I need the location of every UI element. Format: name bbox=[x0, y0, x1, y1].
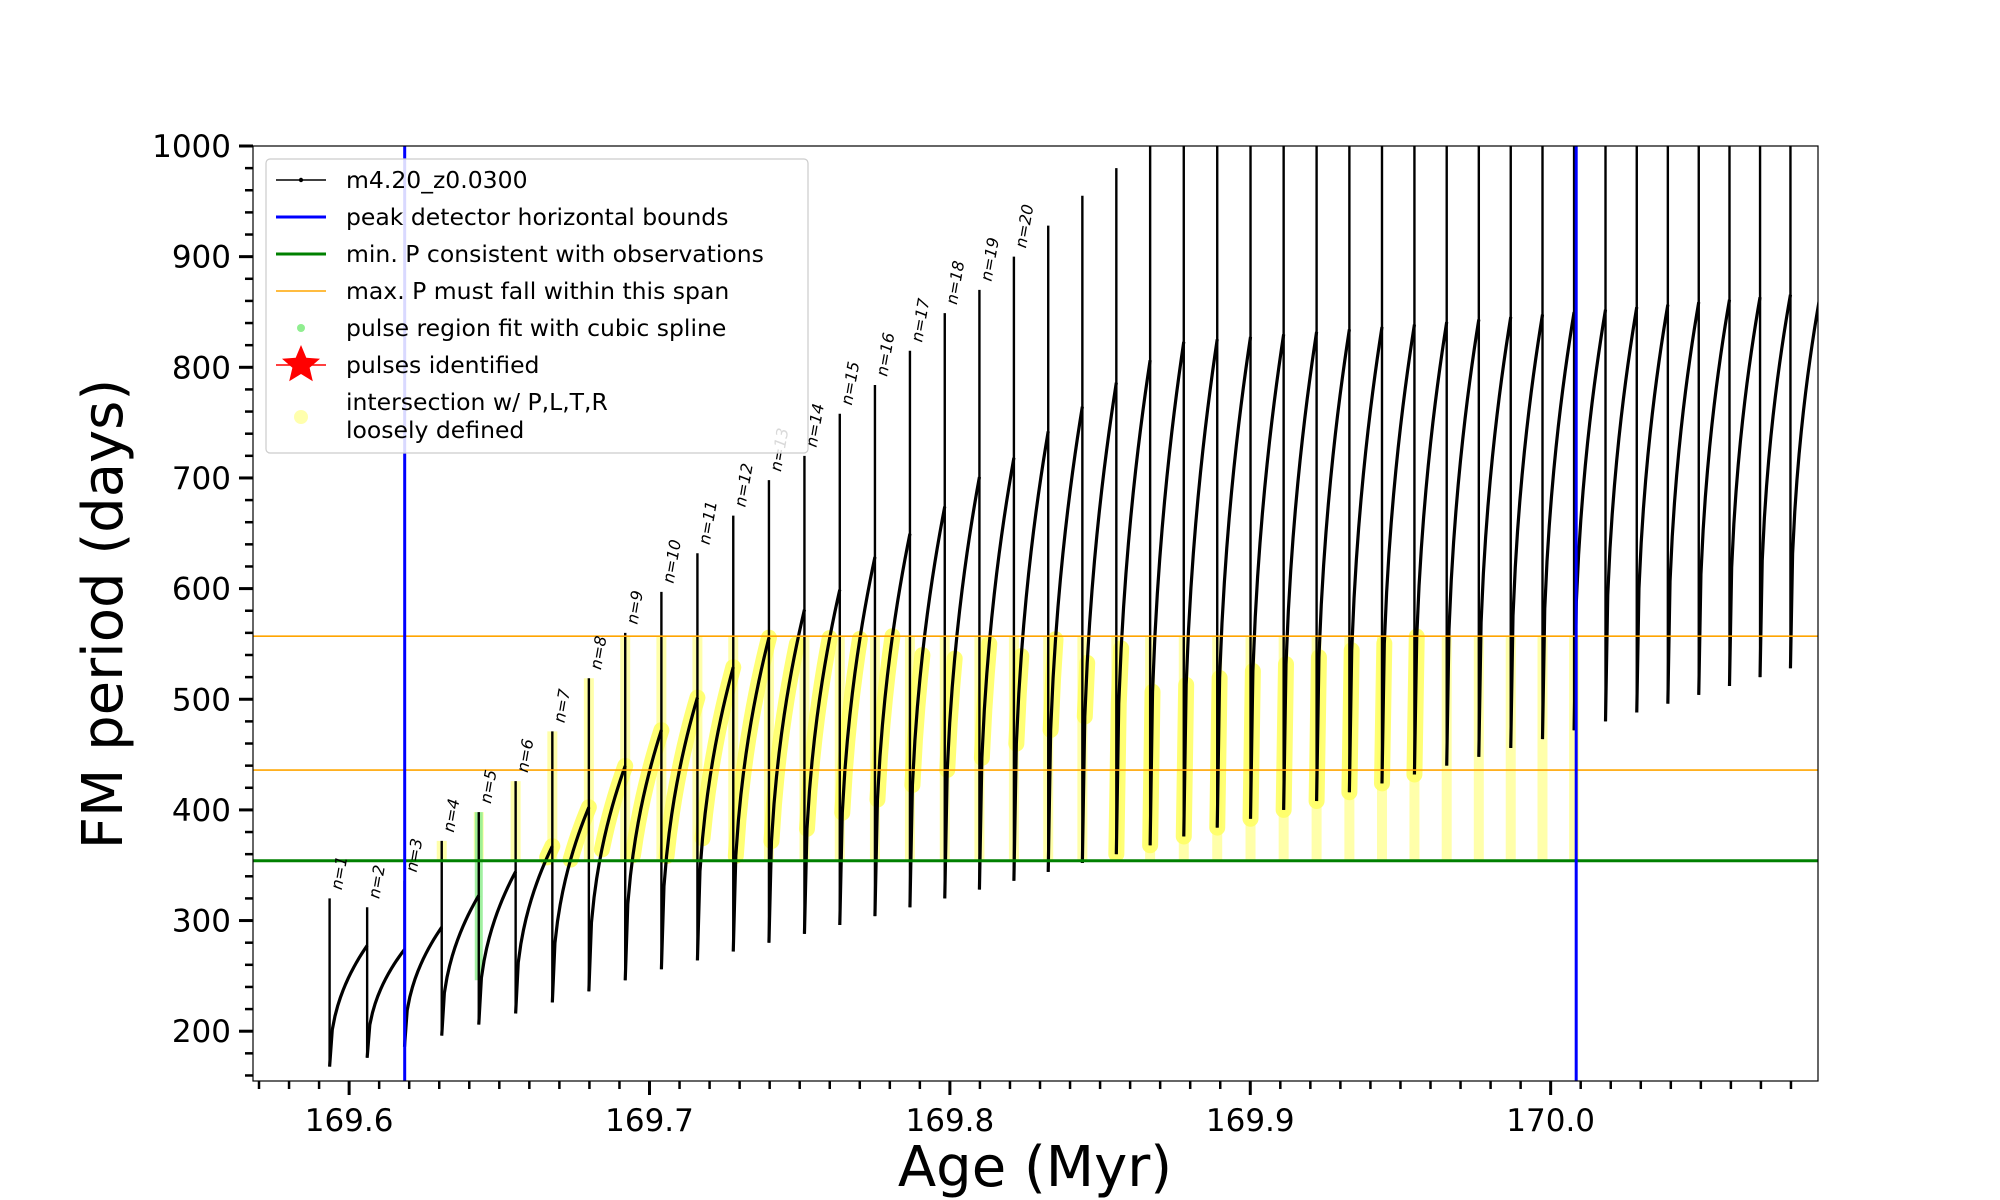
pulse-recovery-20 bbox=[1012, 431, 1050, 881]
plot-frame bbox=[252, 145, 1819, 1082]
pulse-recovery-14 bbox=[802, 589, 842, 934]
y-tick-label: 1000 bbox=[152, 129, 231, 165]
y-axis-title: FM period (days) bbox=[71, 379, 136, 849]
pulse-recovery-41 bbox=[1697, 299, 1732, 695]
pulse-recovery-37 bbox=[1572, 309, 1608, 731]
legend-entry-pulses: pulses identified bbox=[276, 345, 539, 382]
pulse-series-layer bbox=[328, 146, 1818, 1067]
x-tick-label: 169.6 bbox=[305, 1103, 394, 1139]
pulse-recovery-26 bbox=[1215, 336, 1253, 828]
legend-dot-icon bbox=[294, 410, 308, 424]
pulse-recovery-19 bbox=[977, 457, 1016, 890]
y-tick-label: 800 bbox=[172, 350, 231, 386]
pulse-recovery-42 bbox=[1727, 296, 1762, 687]
y-tick-label: 900 bbox=[172, 240, 231, 276]
legend-label-min-period: min. P consistent with observations bbox=[346, 240, 764, 268]
pulse-recovery-25 bbox=[1182, 339, 1219, 837]
y-tick-label: 200 bbox=[172, 1014, 231, 1050]
pulse-recovery-34 bbox=[1477, 316, 1513, 757]
pulse-recovery-11 bbox=[695, 666, 735, 961]
legend-label-bounds: peak detector horizontal bounds bbox=[346, 203, 728, 231]
plot-area bbox=[253, 146, 1818, 1081]
x-tick-label: 169.8 bbox=[906, 1103, 995, 1139]
pulse-recovery-4 bbox=[440, 894, 481, 1036]
pulse-recovery-21 bbox=[1046, 406, 1084, 872]
legend-dot-marker-icon bbox=[298, 177, 304, 183]
y-tick-label: 500 bbox=[172, 682, 231, 718]
pulse-recovery-15 bbox=[838, 556, 877, 926]
pulse-recovery-32 bbox=[1412, 321, 1449, 775]
y-tick-label: 400 bbox=[172, 793, 231, 829]
pulse-recovery-39 bbox=[1635, 304, 1670, 713]
legend-entry-max-period: max. P must fall within this span bbox=[276, 277, 729, 305]
pulse-recovery-24 bbox=[1148, 341, 1186, 846]
pulse-recovery-27 bbox=[1248, 334, 1286, 819]
legend-entry-spline: pulse region fit with cubic spline bbox=[297, 314, 726, 342]
x-tick-label: 169.7 bbox=[605, 1103, 694, 1139]
pulse-recovery-5 bbox=[477, 870, 518, 1025]
legend: m4.20_z0.0300 peak detector horizontal b… bbox=[265, 158, 809, 454]
pulse-recovery-1 bbox=[328, 944, 369, 1067]
pulse-recovery-35 bbox=[1509, 314, 1545, 748]
axis-ticks: 169.6 169.7 169.8 169.9 170.0 200 300 400 500 600… bbox=[152, 129, 1793, 1139]
legend-entry-min-period: min. P consistent with observations bbox=[276, 240, 764, 268]
legend-label-series: m4.20_z0.0300 bbox=[346, 166, 528, 194]
legend-entry-series: m4.20_z0.0300 bbox=[276, 166, 528, 194]
pulse-recovery-36 bbox=[1540, 311, 1576, 740]
pulse-recovery-44 bbox=[1788, 298, 1818, 669]
pulse-recovery-9 bbox=[623, 729, 663, 981]
pulse-recovery-23 bbox=[1114, 359, 1152, 855]
pulse-recovery-18 bbox=[943, 476, 981, 899]
pulse-recovery-38 bbox=[1603, 306, 1639, 722]
pulse-recovery-28 bbox=[1282, 331, 1319, 810]
x-axis-title: Age (Myr) bbox=[898, 1135, 1172, 1200]
pulse-recovery-22 bbox=[1080, 382, 1118, 864]
pulse-recovery-12 bbox=[731, 637, 771, 952]
reference-lines-layer bbox=[253, 635, 1818, 863]
pulse-recovery-43 bbox=[1758, 294, 1793, 678]
legend-label-pulses: pulses identified bbox=[346, 351, 539, 379]
pulse-recovery-8 bbox=[587, 765, 627, 992]
pulse-recovery-30 bbox=[1347, 326, 1384, 793]
pulse-recovery-40 bbox=[1666, 301, 1701, 704]
legend-label-spline: pulse region fit with cubic spline bbox=[346, 314, 726, 342]
legend-frame bbox=[265, 158, 809, 454]
star-icon bbox=[282, 345, 320, 382]
x-tick-label: 170.0 bbox=[1506, 1103, 1595, 1139]
y-tick-label: 300 bbox=[172, 904, 231, 940]
legend-label-max-period: max. P must fall within this span bbox=[346, 277, 729, 305]
legend-label-intersection: intersection w/ P,L,T,R loosely defined bbox=[346, 388, 615, 444]
y-tick-label: 600 bbox=[172, 572, 231, 608]
pulse-recovery-17 bbox=[908, 506, 947, 908]
legend-label-intersection-line1: intersection w/ P,L,T,R bbox=[346, 388, 608, 416]
pulse-recovery-3 bbox=[402, 926, 444, 1047]
pulse-recovery-33 bbox=[1445, 319, 1481, 766]
pulse-recovery-2 bbox=[365, 948, 406, 1058]
legend-entry-intersection: intersection w/ P,L,T,R loosely defined bbox=[294, 388, 615, 444]
pulse-recovery-31 bbox=[1380, 324, 1417, 784]
x-tick-label: 169.9 bbox=[1206, 1103, 1295, 1139]
pulse-recovery-29 bbox=[1315, 329, 1351, 802]
y-tick-label: 700 bbox=[172, 461, 231, 497]
legend-entry-bounds: peak detector horizontal bounds bbox=[276, 203, 728, 231]
legend-dot-icon bbox=[297, 324, 305, 332]
legend-label-intersection-line2: loosely defined bbox=[346, 416, 524, 444]
